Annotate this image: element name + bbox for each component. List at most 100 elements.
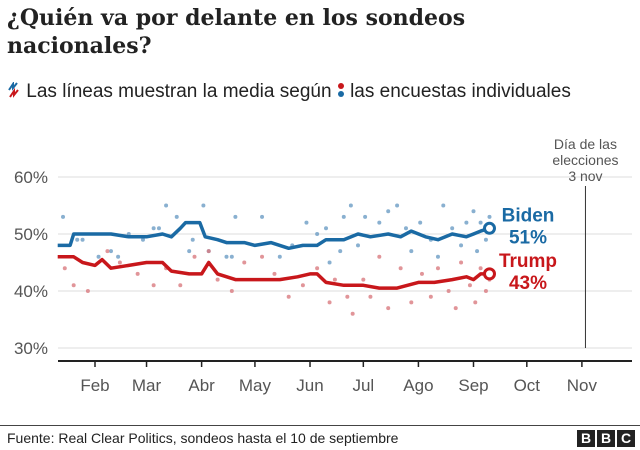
x-tick-label: Jun [296, 376, 323, 395]
poll-dot-biden [116, 254, 121, 259]
poll-dot-biden [403, 226, 408, 231]
poll-dot-trump [135, 271, 140, 276]
poll-dot-biden [395, 203, 400, 208]
poll-dot-trump [368, 294, 373, 299]
poll-dot-trump [117, 260, 122, 265]
poll-chart: 30% 40% 50% 60% Feb Mar Abr May Jun Jul Ago Sep Oct N… [14, 136, 632, 395]
poll-dot-trump [459, 260, 464, 265]
poll-dot-biden [156, 226, 161, 231]
y-tick-label: 40% [14, 282, 48, 301]
poll-dot-biden [450, 226, 455, 231]
poll-dot-trump [85, 289, 90, 293]
poll-dot-trump [242, 260, 247, 265]
subtitle-part1: Las líneas muestran la media según [26, 81, 332, 102]
poll-dot-trump [409, 300, 414, 305]
election-day-label: elecciones [552, 152, 618, 168]
poll-dot-trump [453, 306, 458, 311]
poll-dot-trump [229, 289, 234, 293]
poll-dot-biden [108, 249, 113, 254]
poll-dot-trump [446, 289, 451, 293]
series-value-biden: 51% [509, 227, 547, 248]
election-day-label: Día de las [554, 136, 617, 152]
poll-dot-biden [61, 214, 66, 219]
x-tick-label: Feb [80, 376, 109, 395]
poll-dot-trump [272, 271, 277, 276]
poll-dot-trump [105, 249, 110, 254]
x-tick-label: Sep [458, 376, 488, 395]
poll-dot-biden [341, 214, 346, 219]
poll-dot-biden [418, 220, 423, 225]
source-note: Fuente: Real Clear Politics, sondeos has… [7, 430, 399, 446]
poll-dot-trump [467, 283, 472, 288]
poll-dot-biden [151, 226, 156, 231]
x-tick-label: Jul [352, 376, 374, 395]
poll-dot-biden [190, 237, 195, 242]
poll-dot-biden [229, 254, 234, 259]
end-marker-biden [482, 221, 496, 235]
x-tick-label: Mar [132, 376, 162, 395]
y-tick-label: 30% [14, 339, 48, 358]
poll-dot-trump [71, 283, 76, 288]
x-tick-label: Ago [403, 376, 433, 395]
poll-dot-trump [315, 266, 320, 271]
poll-dot-trump [151, 283, 156, 288]
poll-dot-biden [324, 226, 329, 231]
poll-dot-biden [435, 254, 440, 259]
poll-dot-trump [398, 266, 403, 271]
poll-dot-biden [348, 203, 353, 208]
poll-dot-biden [174, 214, 179, 219]
poll-dot-biden [377, 220, 382, 225]
zigzag-line-icon [7, 82, 21, 98]
series-name-trump: Trump [499, 251, 557, 272]
poll-dot-biden [140, 237, 145, 242]
x-tick-label: Oct [514, 376, 541, 395]
poll-dot-biden [464, 220, 469, 225]
poll-dot-trump [206, 249, 211, 254]
poll-dot-biden [164, 203, 169, 208]
poll-dot-biden [483, 237, 488, 242]
chart-subtitle: Las líneas muestran la media según las e… [7, 79, 607, 104]
poll-dot-biden [224, 254, 229, 259]
poll-dot-trump [473, 300, 478, 305]
poll-dot-trump [483, 289, 488, 293]
poll-dot-biden [363, 214, 368, 219]
y-tick-label: 60% [14, 168, 48, 187]
poll-dot-trump [327, 300, 332, 305]
election-day-label: 3 nov [568, 168, 602, 184]
poll-dot-biden [75, 237, 80, 242]
average-line-trump [57, 255, 490, 290]
poll-dot-trump [361, 277, 366, 282]
poll-dot-trump [419, 271, 424, 276]
poll-dot-biden [355, 243, 360, 248]
chart-title: ¿Quién va por delante en los sondeos nac… [7, 5, 466, 59]
series-value-trump: 43% [509, 273, 547, 294]
poll-dot-biden [80, 237, 85, 242]
poll-dot-biden [386, 209, 391, 214]
end-marker-trump [482, 267, 496, 281]
poll-dot-trump [377, 254, 382, 259]
poll-dot-trump [428, 294, 433, 299]
poll-dot-trump [215, 277, 220, 282]
poll-dot-biden [338, 249, 343, 254]
poll-dot-biden [487, 214, 492, 219]
poll-dot-trump [192, 254, 197, 259]
poll-dot-trump [435, 266, 440, 271]
poll-dot-biden [471, 209, 476, 214]
poll-dot-biden [478, 220, 483, 225]
poll-dot-biden [260, 214, 265, 219]
poll-dot-biden [304, 220, 309, 225]
x-tick-label: Nov [567, 376, 598, 395]
x-tick-label: Abr [188, 376, 215, 395]
x-tick-label: May [239, 376, 272, 395]
poll-dot-biden [96, 254, 101, 259]
poll-dot-trump [350, 311, 355, 316]
footer-divider [0, 425, 640, 426]
poll-dot-trump [178, 283, 183, 288]
subtitle-part2: las encuestas individuales [350, 81, 571, 102]
poll-dot-biden [327, 260, 332, 265]
poll-dot-trump [386, 306, 391, 311]
poll-dot-trump [286, 294, 291, 299]
poll-dot-biden [409, 249, 414, 254]
poll-dot-biden [277, 254, 282, 259]
